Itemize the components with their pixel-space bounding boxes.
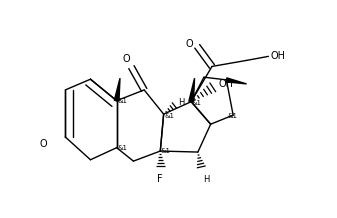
Text: &1: &1 [117, 98, 127, 104]
Text: &1: &1 [118, 145, 128, 151]
Text: H: H [178, 97, 185, 107]
Text: OH: OH [218, 79, 233, 89]
Text: &1: &1 [192, 100, 202, 106]
Polygon shape [189, 78, 194, 102]
Polygon shape [226, 78, 247, 84]
Text: OH: OH [270, 51, 285, 61]
Polygon shape [114, 78, 120, 101]
Text: O: O [123, 54, 130, 64]
Text: &1: &1 [161, 148, 171, 154]
Text: H: H [203, 175, 209, 184]
Text: O: O [40, 139, 48, 149]
Text: &1: &1 [227, 113, 238, 119]
Text: F: F [157, 174, 163, 184]
Text: &1: &1 [164, 113, 174, 119]
Text: O: O [186, 39, 193, 49]
